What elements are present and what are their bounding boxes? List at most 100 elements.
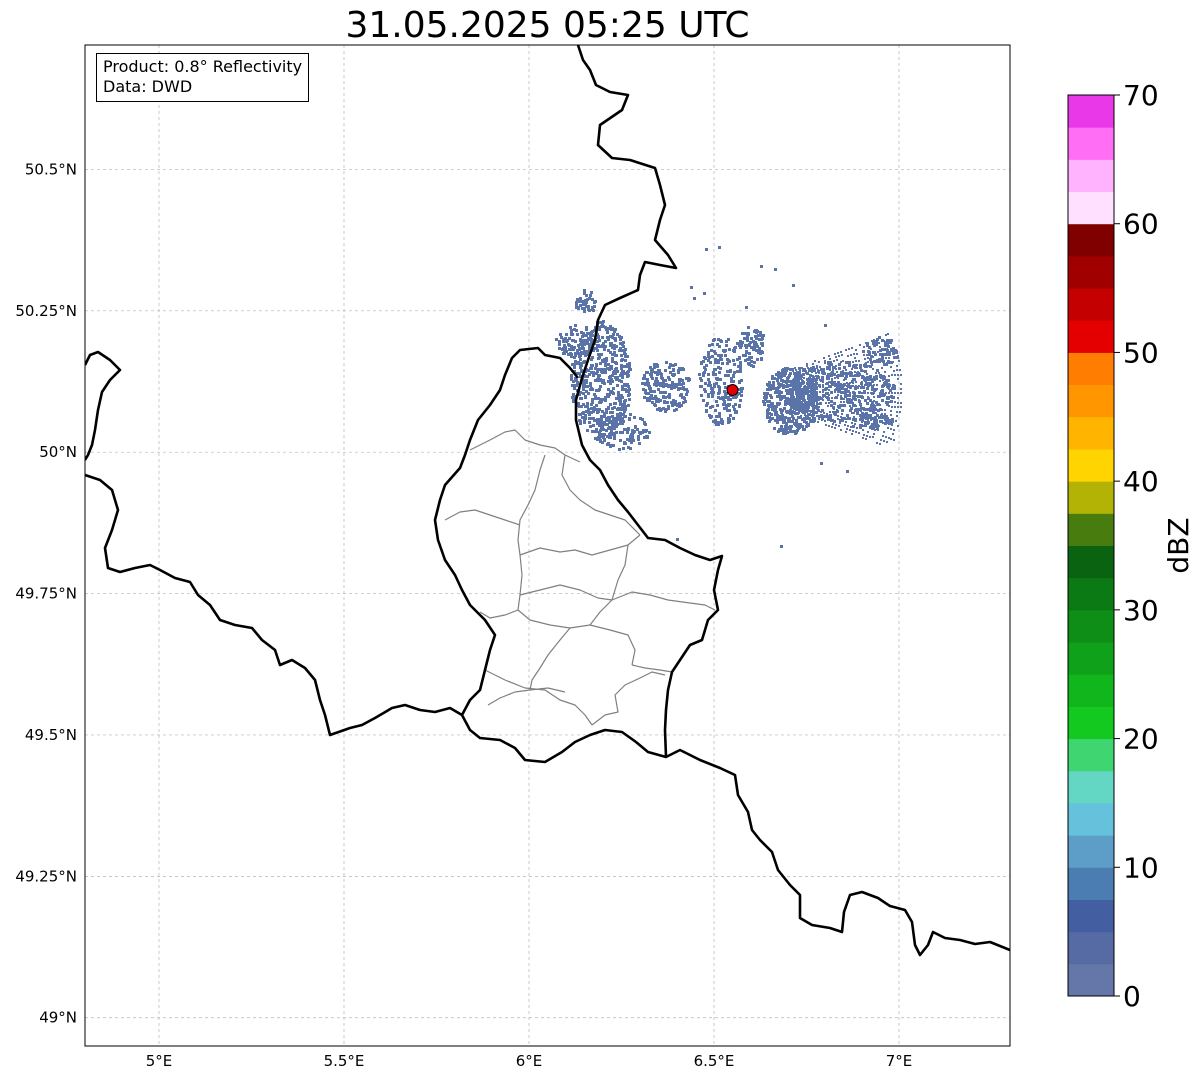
echo-pixel (716, 421, 719, 424)
echo-pixel (568, 344, 571, 347)
echo-pixel (625, 390, 628, 393)
echo-pixel (715, 415, 718, 418)
echo-pixel (886, 379, 889, 382)
echo-pixel (594, 437, 597, 440)
country-border (574, 45, 1010, 957)
echo-pixel (608, 368, 611, 371)
echo-pixel (623, 428, 626, 431)
echo-pixel (811, 414, 814, 417)
echo-pixel (858, 432, 860, 434)
echo-pixel (883, 393, 886, 396)
echo-pixel (792, 392, 794, 394)
echo-pixel (854, 364, 857, 367)
echo-pixel (703, 366, 706, 369)
echo-pixel (818, 372, 820, 374)
echo-pixel (810, 398, 812, 400)
echo-pixel (882, 416, 885, 419)
echo-pixel (666, 401, 669, 404)
echo-pixel (724, 396, 727, 399)
echo-pixel (627, 446, 630, 449)
echo-pixel (859, 364, 862, 367)
echo-pixel (850, 426, 852, 428)
echo-pixel (796, 429, 799, 432)
echo-pixel (618, 414, 621, 417)
echo-pixel (654, 371, 657, 374)
echo-pixel (567, 353, 570, 356)
echo-pixel (847, 390, 850, 393)
echo-pixel (594, 367, 597, 370)
echo-pixel (887, 361, 890, 364)
echo-pixel (859, 403, 862, 406)
echo-pixel (823, 415, 826, 418)
echo-pixel (884, 413, 886, 415)
echo-pixel (583, 382, 586, 385)
echo-pixel (606, 336, 609, 339)
echo-pixel (822, 399, 824, 401)
echo-pixel (593, 406, 596, 409)
echo-pixel (819, 396, 821, 398)
echo-pixel (873, 384, 875, 386)
echo-pixel (892, 396, 895, 399)
echo-pixel (843, 401, 845, 403)
echo-pixel (690, 286, 693, 289)
echo-pixel (803, 405, 805, 407)
echo-pixel (807, 395, 809, 397)
echo-pixel (866, 408, 869, 411)
echo-pixel (611, 424, 614, 427)
echo-pixel (875, 408, 877, 410)
echo-pixel (582, 379, 585, 382)
echo-pixel (740, 387, 743, 390)
echo-pixel (842, 420, 844, 422)
echo-pixel (788, 417, 791, 420)
echo-pixel (621, 370, 624, 373)
echo-pixel (717, 396, 720, 399)
echo-pixel (789, 409, 792, 412)
echo-pixel (822, 381, 824, 383)
echo-pixel (571, 333, 574, 336)
echo-pixel (811, 390, 814, 393)
echo-pixel (588, 421, 591, 424)
echo-pixel (606, 367, 609, 370)
echo-pixel (601, 441, 604, 444)
echo-pixel (602, 428, 605, 431)
echo-pixel (870, 419, 872, 421)
echo-pixel (873, 422, 876, 425)
echo-pixel (800, 415, 802, 417)
echo-pixel (734, 403, 737, 406)
echo-pixel (586, 350, 589, 353)
echo-pixel (807, 380, 810, 383)
echo-pixel (685, 377, 688, 380)
echo-pixel (866, 435, 868, 437)
echo-pixel (867, 419, 869, 421)
echo-pixel (833, 420, 836, 423)
echo-pixel (621, 418, 624, 421)
echo-pixel (808, 413, 811, 416)
echo-pixel (606, 423, 609, 426)
echo-pixel (780, 379, 783, 382)
echo-pixel (755, 343, 758, 346)
echo-pixel (604, 326, 607, 329)
echo-pixel (787, 380, 790, 383)
echo-pixel (884, 371, 886, 373)
echo-pixel (605, 429, 608, 432)
echo-pixel (835, 368, 837, 370)
echo-pixel (733, 347, 736, 350)
echo-pixel (804, 385, 806, 387)
echo-pixel (873, 396, 875, 398)
echo-pixel (642, 388, 645, 391)
echo-pixel (896, 415, 898, 417)
echo-pixel (882, 435, 884, 437)
echo-pixel (591, 334, 594, 337)
echo-pixel (822, 391, 824, 393)
echo-pixel (800, 406, 802, 408)
echo-pixel (645, 392, 648, 395)
echo-pixel (629, 435, 632, 438)
echo-pixel (804, 412, 806, 414)
echo-pixel (809, 419, 812, 422)
echo-pixel (900, 392, 902, 394)
echo-pixel (862, 437, 864, 439)
echo-pixel (606, 329, 609, 332)
echo-pixel (858, 392, 860, 394)
echo-pixel (830, 400, 833, 403)
echo-pixel (864, 377, 866, 379)
